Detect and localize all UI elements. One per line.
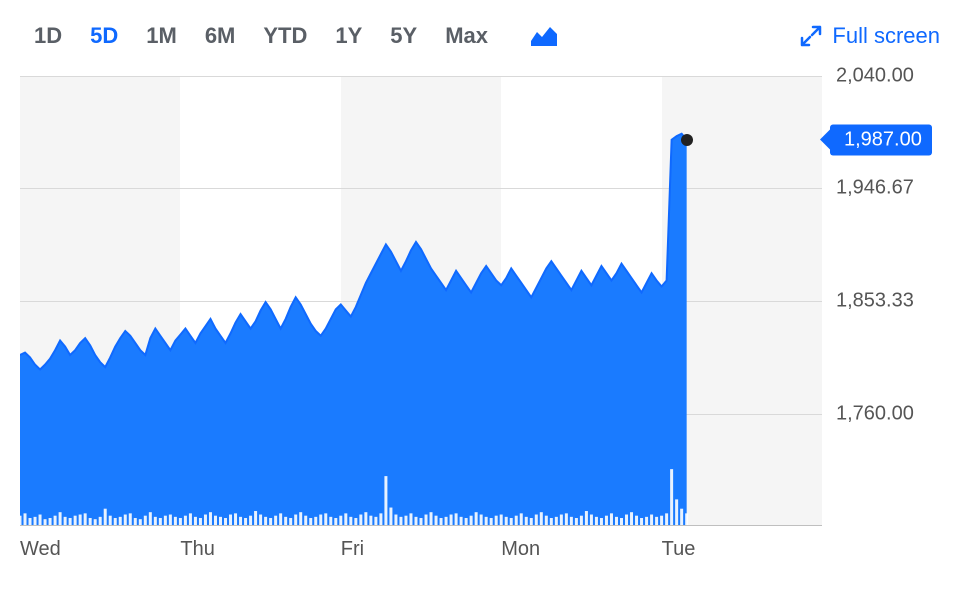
current-price-tag: 1,987.00 [830, 124, 932, 155]
range-toolbar: 1D5D1M6MYTD1Y5YMax Full screen [20, 12, 940, 60]
y-tick-label: 1,946.67 [836, 177, 914, 200]
range-5y[interactable]: 5Y [376, 17, 431, 55]
price-chart[interactable]: 2,040.00 1,946.67 1,853.33 1,760.00 1,987.00… [20, 60, 940, 580]
y-tick-label: 2,040.00 [836, 65, 914, 88]
x-tick-label: Mon [501, 538, 540, 561]
range-1y[interactable]: 1Y [321, 17, 376, 55]
chart-type-icon[interactable] [530, 25, 558, 47]
y-axis: 2,040.001,946.671,853.331,760.001,987.00 [836, 76, 946, 526]
expand-icon [800, 25, 822, 47]
range-ytd[interactable]: YTD [249, 17, 321, 55]
fullscreen-label: Full screen [832, 23, 940, 49]
price-area [20, 134, 687, 525]
last-price-marker [681, 134, 693, 146]
x-tick-label: Wed [20, 538, 61, 561]
range-1m[interactable]: 1M [132, 17, 191, 55]
x-tick-label: Thu [180, 538, 214, 561]
range-5d[interactable]: 5D [76, 17, 132, 55]
range-1d[interactable]: 1D [20, 17, 76, 55]
y-tick-label: 1,760.00 [836, 402, 914, 425]
x-axis: Wed Thu Fri Mon Tue [20, 532, 822, 562]
x-tick-label: Tue [662, 538, 696, 561]
x-tick-label: Fri [341, 538, 364, 561]
range-6m[interactable]: 6M [191, 17, 250, 55]
fullscreen-button[interactable]: Full screen [800, 23, 940, 49]
y-tick-label: 1,853.33 [836, 290, 914, 313]
range-max[interactable]: Max [431, 17, 502, 55]
